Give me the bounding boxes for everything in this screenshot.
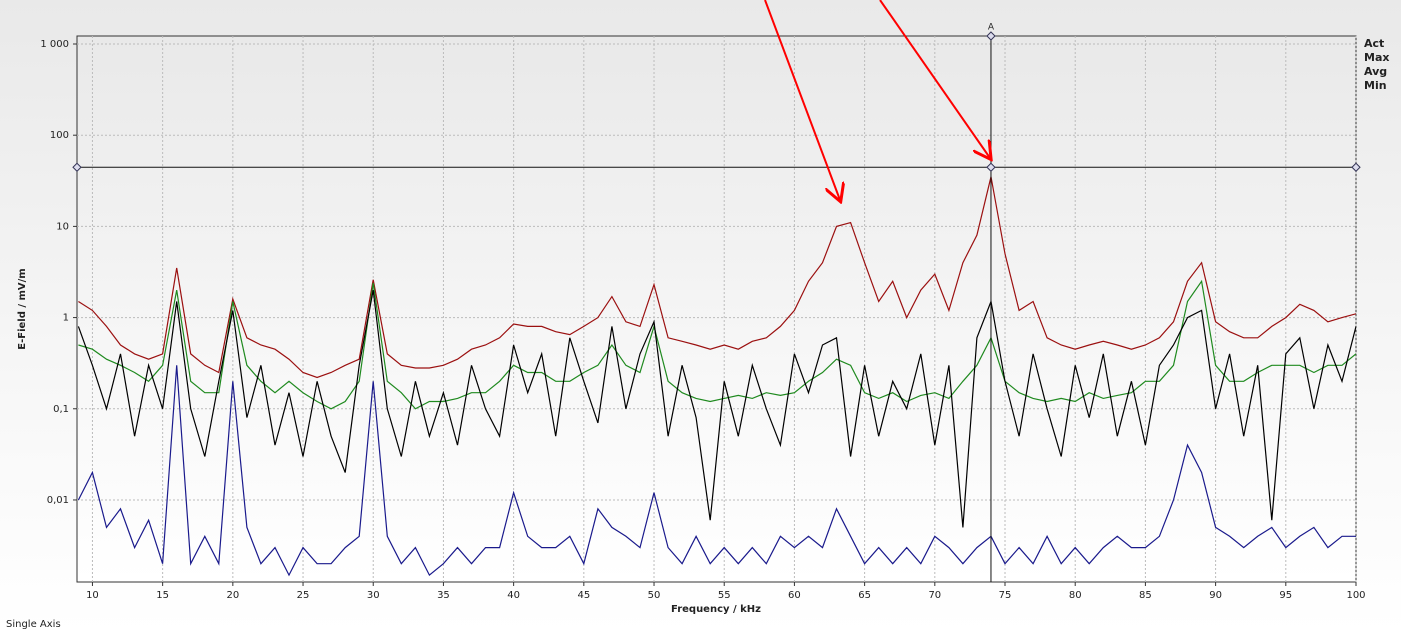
y-tick-label: 100 xyxy=(50,130,69,141)
x-tick-label: 95 xyxy=(1279,590,1292,601)
y-tick-label: 0,01 xyxy=(47,495,69,506)
series-line xyxy=(77,365,1356,577)
x-tick-label: 30 xyxy=(367,590,380,601)
footer: Single Axis xyxy=(6,619,61,630)
y-tick-label: 1 xyxy=(63,313,69,324)
y-tick-label: 10 xyxy=(56,221,69,232)
series-line xyxy=(78,279,1356,410)
x-tick-label: 85 xyxy=(1139,590,1152,601)
legend-entry: Min xyxy=(1364,79,1387,92)
y-tick-label: 0,1 xyxy=(53,404,69,415)
x-tick-label: 70 xyxy=(928,590,941,601)
legend-entry: Avg xyxy=(1364,65,1387,78)
x-tick-label: 75 xyxy=(999,590,1012,601)
cursor-handle xyxy=(72,162,82,172)
x-tick-label: 15 xyxy=(156,590,169,601)
x-tick-label: 45 xyxy=(577,590,590,601)
x-tick-label: 35 xyxy=(437,590,450,601)
series-line xyxy=(78,176,1356,379)
x-tick-label: 10 xyxy=(86,590,99,601)
x-tick-label: 40 xyxy=(507,590,520,601)
x-tick-label: 80 xyxy=(1069,590,1082,601)
x-tick-label: 20 xyxy=(226,590,239,601)
y-axis-label: E-Field / mV/m xyxy=(17,268,28,349)
x-tick-label: 60 xyxy=(788,590,801,601)
arrow xyxy=(879,0,990,158)
plot-area xyxy=(76,35,1357,583)
legend-entry: Act xyxy=(1364,37,1384,50)
cursor-label: A xyxy=(988,23,995,33)
y-tick-label: 1 000 xyxy=(40,39,69,50)
legend-entry: Max xyxy=(1364,51,1389,64)
x-tick-label: 50 xyxy=(648,590,661,601)
cursor-handle xyxy=(986,31,996,41)
x-tick-label: 65 xyxy=(858,590,871,601)
x-tick-label: 90 xyxy=(1209,590,1222,601)
cursor-handle xyxy=(986,162,996,172)
cursor-handle xyxy=(1351,162,1361,172)
x-tick-label: 25 xyxy=(297,590,310,601)
x-tick-label: 55 xyxy=(718,590,731,601)
series-line xyxy=(77,289,1356,528)
x-tick-label: 100 xyxy=(1346,590,1365,601)
arrow xyxy=(764,0,840,200)
x-axis-label: Frequency / kHz xyxy=(671,604,761,615)
